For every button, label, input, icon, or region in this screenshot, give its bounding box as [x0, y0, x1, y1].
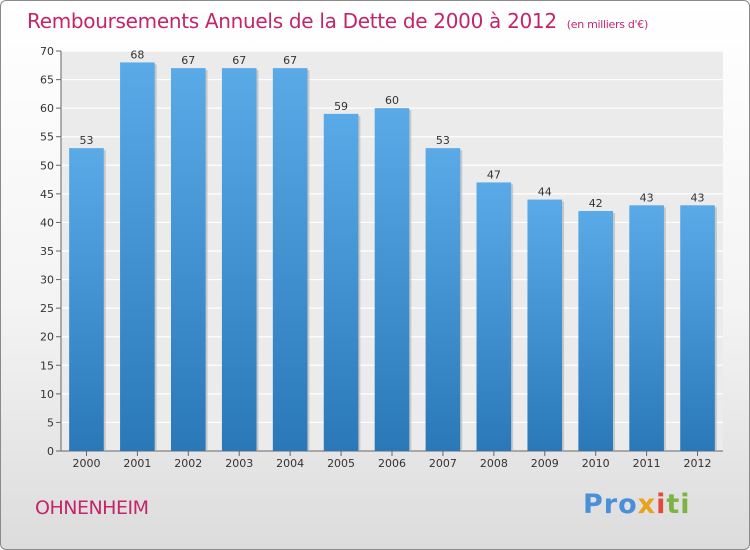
data-label: 67	[232, 54, 246, 67]
data-label: 59	[334, 100, 348, 113]
logo-part-pro: Pro	[583, 489, 638, 520]
y-tick-label: 10	[40, 388, 54, 401]
data-label: 67	[181, 54, 195, 67]
x-tick-label: 2004	[276, 457, 304, 470]
data-label: 60	[385, 94, 399, 107]
y-tick-label: 45	[40, 188, 54, 201]
bar-2009	[527, 199, 563, 451]
y-tick-label: 0	[47, 445, 54, 458]
bar-2007	[425, 148, 461, 451]
chart-title: Remboursements Annuels de la Dette de 20…	[27, 9, 648, 33]
data-label: 43	[640, 191, 654, 204]
data-label: 43	[691, 191, 705, 204]
data-label: 47	[487, 168, 501, 181]
data-label: 53	[79, 134, 93, 147]
chart-title-text: Remboursements Annuels de la Dette de 20…	[27, 9, 557, 33]
x-tick-label: 2000	[72, 457, 100, 470]
proxiti-logo: Proxiti	[583, 489, 691, 520]
logo-part-x: x	[637, 489, 657, 520]
x-tick-label: 2006	[378, 457, 406, 470]
data-label: 67	[283, 54, 297, 67]
logo-part-i: i	[656, 489, 667, 520]
bar-2001	[120, 62, 155, 452]
x-tick-label: 2005	[327, 457, 355, 470]
chart-unit-note: (en milliers d'€)	[566, 18, 648, 31]
y-tick-label: 40	[40, 216, 54, 229]
bar-2003	[221, 68, 257, 452]
logo-part-ti: ti	[666, 489, 691, 520]
y-tick-label: 65	[40, 74, 54, 87]
bar-2002	[170, 68, 206, 452]
x-tick-label: 2012	[684, 457, 712, 470]
y-tick-label: 50	[40, 159, 54, 172]
x-tick-label: 2009	[531, 457, 559, 470]
y-tick-label: 55	[40, 131, 54, 144]
commune-name: OHNENHEIM	[35, 497, 149, 519]
y-tick-label: 20	[40, 331, 54, 344]
y-tick-label: 5	[47, 416, 54, 429]
data-label: 42	[589, 197, 603, 210]
data-label: 68	[130, 48, 144, 61]
bar-2010	[578, 211, 614, 451]
x-tick-label: 2003	[225, 457, 253, 470]
data-label: 53	[436, 134, 450, 147]
bar-2008	[476, 182, 512, 451]
y-tick-label: 60	[40, 102, 54, 115]
y-tick-label: 25	[40, 302, 54, 315]
x-tick-label: 2007	[429, 457, 457, 470]
x-tick-label: 2001	[123, 457, 151, 470]
bar-2005	[323, 113, 359, 451]
bar-2012	[680, 205, 715, 451]
data-label: 44	[538, 186, 552, 199]
bar-2004	[272, 68, 308, 452]
x-tick-label: 2011	[633, 457, 661, 470]
y-tick-label: 35	[40, 245, 54, 258]
x-tick-label: 2010	[582, 457, 610, 470]
x-tick-label: 2002	[174, 457, 202, 470]
y-tick-label: 70	[40, 45, 54, 58]
bar-2006	[374, 108, 410, 452]
y-tick-label: 30	[40, 274, 54, 287]
bar-2000	[69, 148, 104, 451]
x-tick-label: 2008	[480, 457, 508, 470]
y-tick-label: 15	[40, 359, 54, 372]
bar-2011	[629, 205, 664, 451]
